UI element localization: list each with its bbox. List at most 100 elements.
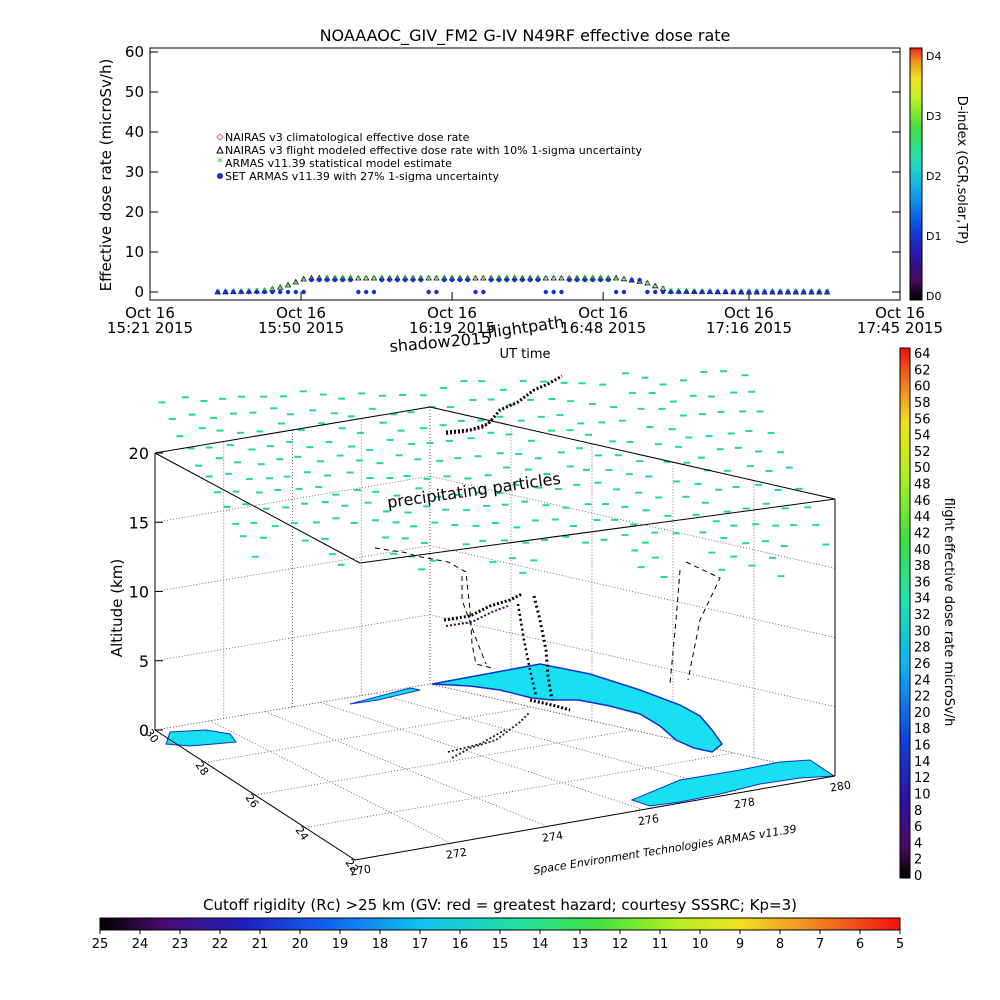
set-armas-point xyxy=(785,289,791,295)
top-edge-right xyxy=(429,406,836,500)
particle-mark xyxy=(328,553,336,556)
particle-mark xyxy=(621,505,629,508)
particle-mark xyxy=(266,445,274,448)
dindex-colorbar-label: D-index (GCR,solar,TP) xyxy=(954,96,969,244)
set-armas-point xyxy=(731,289,736,295)
set-armas-point xyxy=(762,289,767,295)
particle-mark xyxy=(560,381,568,384)
floor-grid-line xyxy=(254,729,633,796)
armas-model-point: * xyxy=(473,274,478,285)
particle-mark xyxy=(301,539,309,542)
top-x-tick-label-date: Oct 16 xyxy=(724,304,774,322)
nairas-flight-point xyxy=(284,281,292,288)
top-y-tick-label: 60 xyxy=(125,43,144,61)
particle-mark xyxy=(566,429,574,432)
particle-mark xyxy=(262,507,270,510)
cutoff-rigidity-tick-label: 18 xyxy=(372,937,389,952)
set-armas-point xyxy=(379,277,384,283)
dose-colorbar-ticks: 0246810121416182022242628303234363840424… xyxy=(914,347,931,884)
particle-mark xyxy=(755,450,763,453)
particle-mark xyxy=(270,407,278,410)
particle-mark xyxy=(226,444,234,447)
particle-mark xyxy=(752,523,760,526)
particle-mark xyxy=(245,478,253,481)
particle-mark xyxy=(718,568,726,571)
particle-mark xyxy=(542,504,550,507)
set-armas-point xyxy=(551,289,556,295)
particle-mark xyxy=(636,460,644,463)
particle-mark xyxy=(350,522,358,525)
legend-entry: SET ARMAS v11.39 with 27% 1-sigma uncert… xyxy=(225,170,499,183)
dindex-tick-label: D1 xyxy=(926,230,941,243)
particle-mark xyxy=(487,398,495,401)
nairas-flight-point xyxy=(362,274,370,281)
particle-mark xyxy=(645,475,653,478)
longitude-tick-label: 272 xyxy=(445,846,468,862)
particle-mark xyxy=(601,503,609,506)
set-armas-point xyxy=(528,277,533,283)
particle-mark xyxy=(708,551,716,554)
particle-mark xyxy=(410,525,418,528)
nairas-flight-point xyxy=(644,279,651,286)
particle-mark xyxy=(682,495,690,498)
set-armas-point xyxy=(340,277,345,283)
particle-mark xyxy=(515,453,523,456)
grid-line-z xyxy=(429,614,836,708)
particle-mark xyxy=(366,477,374,480)
legend-marker-star: * xyxy=(217,156,224,171)
particle-mark xyxy=(756,410,764,413)
particle-mark xyxy=(282,506,290,509)
particle-mark xyxy=(528,439,536,442)
particle-mark xyxy=(216,429,224,432)
legend-marker-diamond xyxy=(216,133,224,141)
dose-colorbar-tick-label: 22 xyxy=(914,690,931,705)
particle-mark xyxy=(213,491,221,494)
particle-mark xyxy=(319,393,327,396)
particle-mark xyxy=(698,413,706,416)
set-armas-point xyxy=(606,277,611,283)
top-y-tick-label: 10 xyxy=(125,243,144,261)
particle-mark xyxy=(353,489,361,492)
armas-model-point: * xyxy=(621,276,626,287)
particle-mark xyxy=(655,496,663,499)
set-armas-point xyxy=(824,289,830,295)
legend-marker-triangle xyxy=(216,145,224,154)
particle-mark xyxy=(679,379,687,382)
nairas-flight-point xyxy=(480,274,487,281)
particle-mark xyxy=(306,446,314,449)
particle-mark xyxy=(659,383,667,386)
set-armas-point xyxy=(778,289,783,295)
particle-mark xyxy=(324,474,332,477)
set-armas-point xyxy=(809,289,814,295)
set-armas-point xyxy=(684,289,689,295)
particle-mark xyxy=(265,477,273,480)
particle-mark xyxy=(188,413,196,416)
legend-entry: NAIRAS v3 flight modeled effective dose … xyxy=(225,144,642,157)
set-armas-point xyxy=(262,289,267,295)
particle-mark xyxy=(573,483,581,486)
particle-mark xyxy=(379,421,387,424)
cuba-landmass xyxy=(630,759,836,807)
set-armas-point xyxy=(723,289,728,295)
particle-mark xyxy=(418,568,426,571)
particle-mark xyxy=(739,410,747,413)
particle-mark xyxy=(455,493,463,496)
dose-colorbar-tick-label: 12 xyxy=(914,771,931,786)
dose-colorbar-tick-label: 24 xyxy=(914,673,931,688)
floor-grid-line xyxy=(429,683,836,777)
particle-mark xyxy=(176,435,184,438)
particle-mark xyxy=(651,531,659,534)
particle-mark xyxy=(371,519,379,522)
particle-mark xyxy=(419,394,427,397)
particle-mark xyxy=(286,440,294,443)
particle-mark xyxy=(780,545,788,548)
particle-mark xyxy=(594,481,602,484)
altitude-tick-label: 20 xyxy=(129,444,149,463)
nairas-flight-point xyxy=(542,274,550,281)
gulf-coast-land xyxy=(349,687,421,705)
particle-mark xyxy=(299,390,307,393)
armas-model-point: * xyxy=(364,274,369,285)
particle-mark xyxy=(487,431,495,434)
